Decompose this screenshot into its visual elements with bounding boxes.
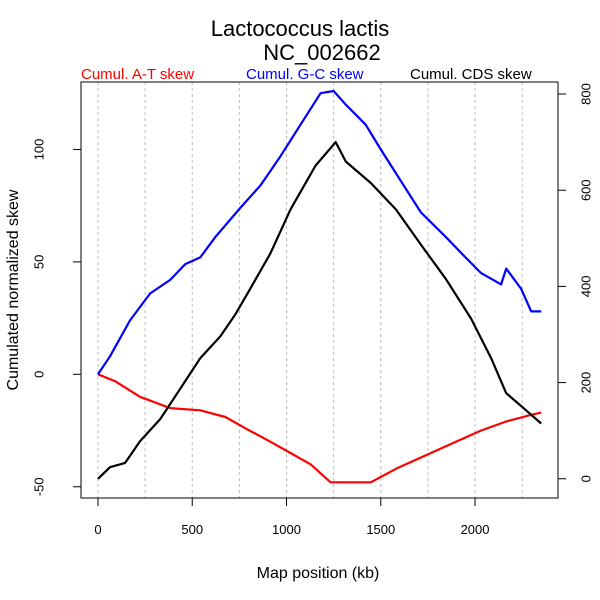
series-lines xyxy=(97,89,542,484)
legend-cds-skew: Cumul. CDS skew xyxy=(410,66,532,83)
x-tick-label: 2000 xyxy=(461,522,490,537)
y-axis-right: 0 200 400 600 800 xyxy=(558,83,594,482)
y2-tick-label: 200 xyxy=(579,372,594,394)
x-tick-label: 500 xyxy=(181,522,203,537)
x-tick-label: 1500 xyxy=(366,522,395,537)
x-axis-label: Map position (kb) xyxy=(257,565,380,582)
y-tick-label: 100 xyxy=(32,139,47,161)
legend-at-skew: Cumul. A-T skew xyxy=(81,66,194,83)
y-axis-label: Cumulated normalized skew xyxy=(5,189,22,390)
y-axis-left: -50 0 50 100 xyxy=(32,139,81,496)
legend-gc-skew: Cumul. G-C skew xyxy=(246,66,364,83)
x-tick-label: 0 xyxy=(94,522,101,537)
at-skew-line xyxy=(97,373,542,484)
x-tick-label: 1000 xyxy=(272,522,301,537)
chart-title: Lactococcus lactis xyxy=(211,16,390,41)
plot-frame xyxy=(80,81,559,499)
cds-skew-line xyxy=(97,141,542,480)
x-axis: 0 500 1000 1500 2000 xyxy=(94,498,490,537)
y2-tick-label: 800 xyxy=(579,83,594,105)
y-tick-label: 50 xyxy=(32,255,47,269)
grid-lines xyxy=(97,82,523,498)
chart-subtitle: NC_002662 xyxy=(263,40,380,65)
y-tick-label: -50 xyxy=(32,477,47,496)
gc-skew-line xyxy=(97,89,542,375)
y2-tick-label: 600 xyxy=(579,179,594,201)
y-tick-label: 0 xyxy=(32,371,47,378)
y2-tick-label: 0 xyxy=(579,475,594,482)
y2-tick-label: 400 xyxy=(579,276,594,298)
